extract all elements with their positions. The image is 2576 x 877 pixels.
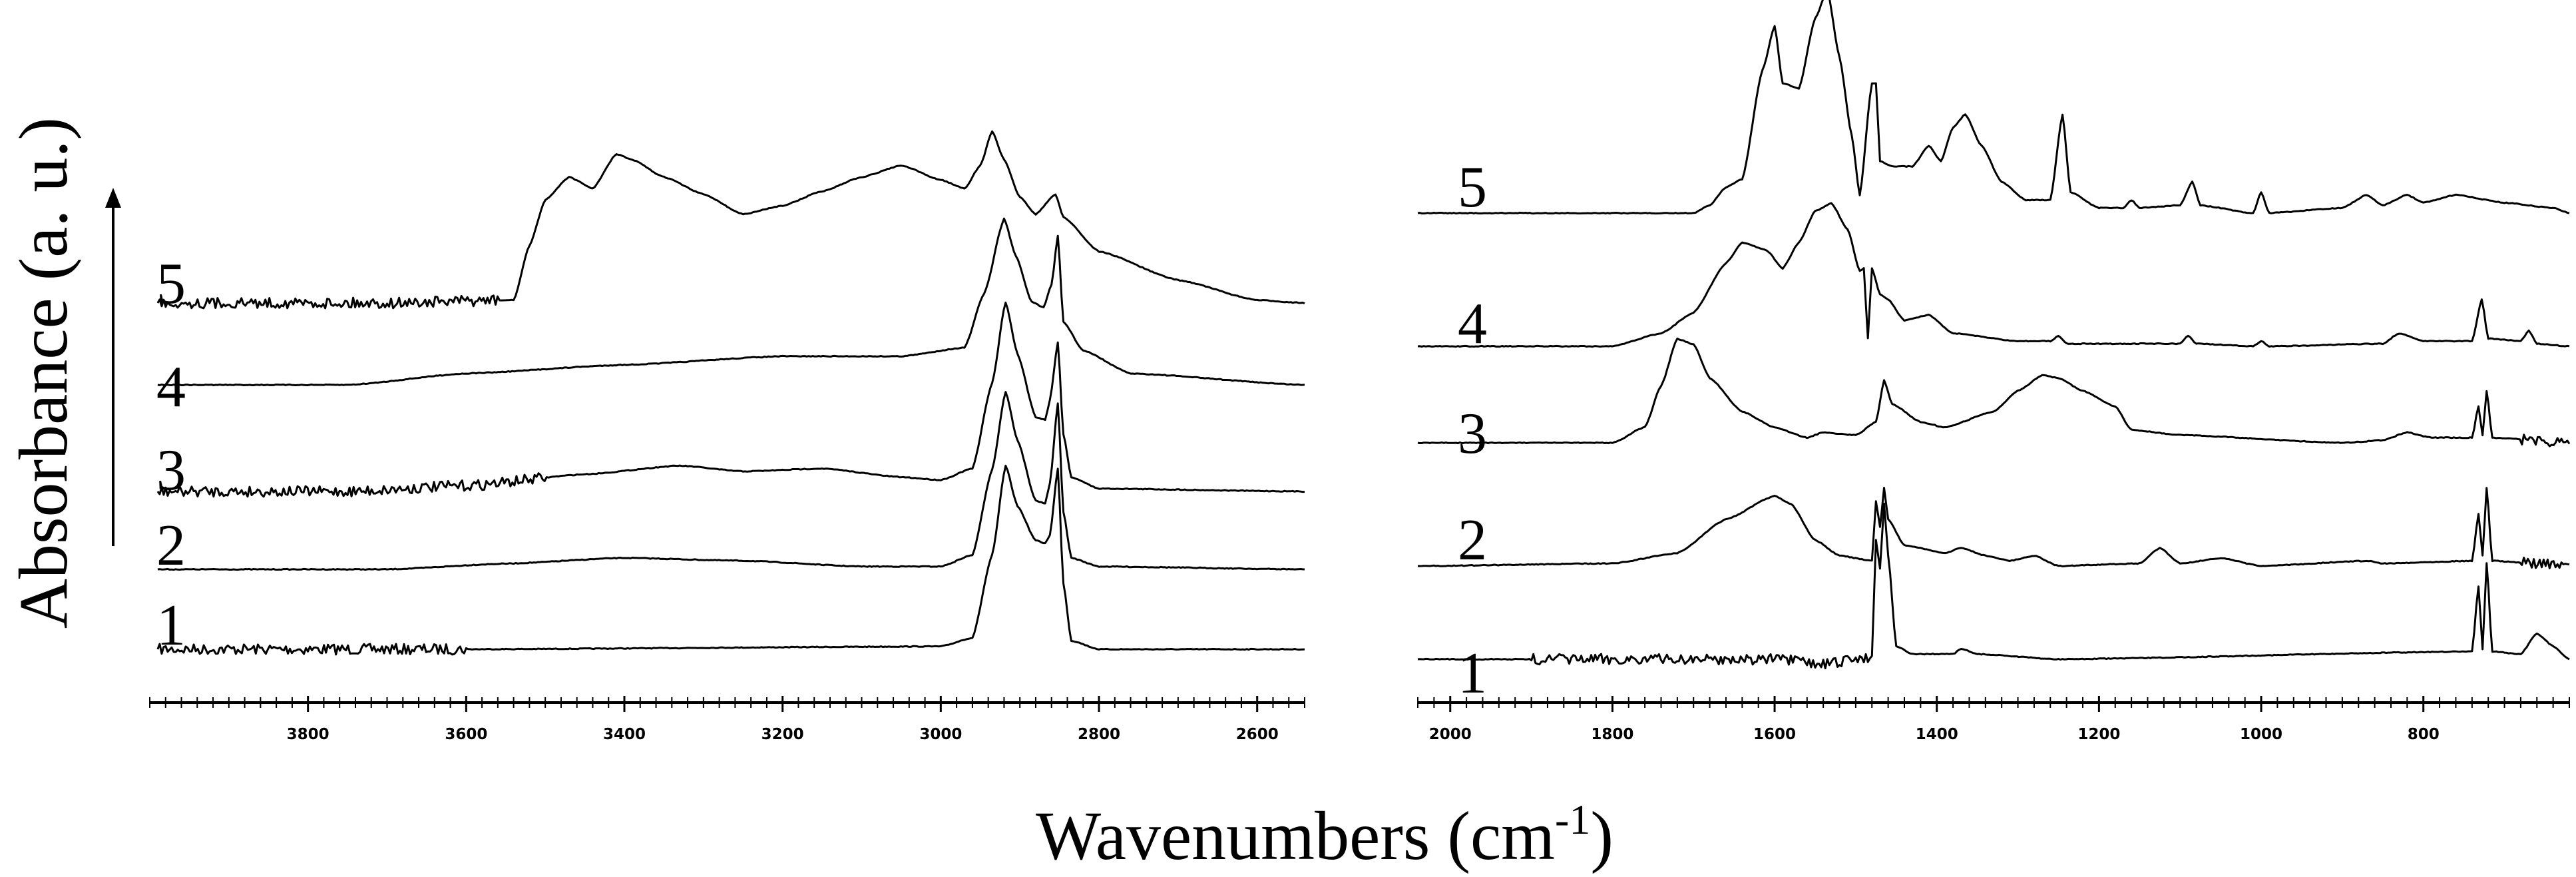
curve-label-3: 3 [1458,402,1487,466]
curve-label-3: 3 [156,438,186,503]
curve-label-1: 1 [156,593,186,658]
spectrum-line-2 [157,391,1305,571]
curve-label-2: 2 [156,513,186,578]
curve-label-5: 5 [156,252,186,316]
curve-label-4: 4 [156,355,186,420]
x-tick-label: 3800 [287,726,329,743]
curve-label-2: 2 [1458,508,1487,573]
x-tick-label: 3000 [919,726,962,743]
x-tick-label: 1200 [2077,726,2120,743]
x-tick-label: 1800 [1591,726,1633,743]
left-spectra-panel: 3800 3600 3400 3200 3000 2800 2600 1 2 3 4 5 [149,130,1305,743]
x-tick-label: 2800 [1078,726,1120,743]
curve-label-4: 4 [1458,292,1487,356]
x-tick-label: 3200 [761,726,804,743]
curve-label-1: 1 [1458,641,1487,706]
spectrum-line-1 [1417,502,2570,670]
spectrum-line-2 [1417,487,2570,569]
spectrum-line-1 [156,464,1305,656]
spectrum-line-3 [1417,337,2571,447]
x-tick-label: 3400 [603,726,646,743]
y-axis-title: Absorbance (a. u.) [5,117,82,629]
right-spectra-panel: 2000 1800 1600 1400 1200 1000 800 1 2 3 4 5 [1417,0,2571,743]
spectrum-line-5 [1417,0,2570,215]
x-tick-label: 1000 [2240,726,2282,743]
curve-label-5: 5 [1458,155,1487,220]
x-tick-label: 2600 [1236,726,1279,743]
x-tick-label: 1400 [1916,726,1958,743]
spectrum-line-4 [1417,202,2570,348]
x-tick-label: 800 [2408,726,2440,743]
y-axis-arrow [105,188,121,546]
spectrum-line-5 [156,130,1305,310]
x-axis-title: Wavenumbers (cm-1) [1036,796,1613,874]
spectrum-line-3 [156,301,1305,498]
spectrum-line-4 [157,217,1305,387]
x-tick-label: 3600 [445,726,487,743]
x-tick-label: 1600 [1753,726,1796,743]
x-tick-label: 2000 [1429,726,1472,743]
